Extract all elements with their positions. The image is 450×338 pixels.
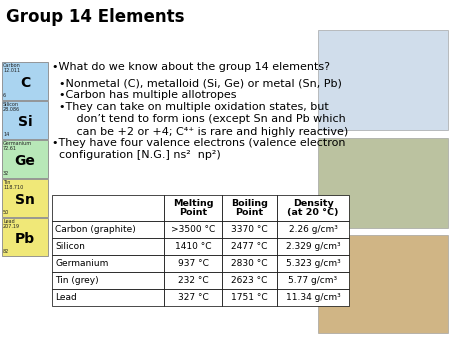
Text: Carbon: Carbon xyxy=(3,63,21,68)
Bar xyxy=(164,195,222,221)
Text: 2623 °C: 2623 °C xyxy=(231,276,268,285)
Bar xyxy=(164,255,222,272)
Text: 2.26 g/cm³: 2.26 g/cm³ xyxy=(288,225,338,234)
Text: 11.34 g/cm³: 11.34 g/cm³ xyxy=(286,293,340,302)
Text: 118.710: 118.710 xyxy=(3,185,23,190)
Text: Boiling
Point: Boiling Point xyxy=(231,199,268,217)
Text: Germanium: Germanium xyxy=(3,141,32,146)
Text: Silicon: Silicon xyxy=(55,242,85,251)
Bar xyxy=(318,235,448,333)
Bar xyxy=(318,30,448,130)
Text: >3500 °C: >3500 °C xyxy=(171,225,215,234)
Text: •Carbon has multiple allotropes: •Carbon has multiple allotropes xyxy=(52,90,237,100)
Bar xyxy=(2,140,48,178)
Text: 232 °C: 232 °C xyxy=(178,276,208,285)
Text: Carbon (graphite): Carbon (graphite) xyxy=(55,225,136,234)
Bar xyxy=(222,221,277,238)
Text: 2830 °C: 2830 °C xyxy=(231,259,268,268)
Bar xyxy=(52,255,164,272)
Bar xyxy=(277,221,349,238)
Bar xyxy=(52,272,164,289)
Bar xyxy=(277,255,349,272)
Bar xyxy=(164,221,222,238)
Text: •They have four valence electrons (valence electron
  configuration [N.G.] ns²  : •They have four valence electrons (valen… xyxy=(52,138,346,161)
Bar xyxy=(277,238,349,255)
Text: Ge: Ge xyxy=(14,154,36,168)
Bar xyxy=(222,272,277,289)
Text: 327 °C: 327 °C xyxy=(178,293,208,302)
Bar xyxy=(222,289,277,306)
Bar xyxy=(164,289,222,306)
Text: 5.77 g/cm³: 5.77 g/cm³ xyxy=(288,276,338,285)
Bar xyxy=(164,238,222,255)
Text: Density
(at 20 °C): Density (at 20 °C) xyxy=(287,199,339,217)
Text: 207.19: 207.19 xyxy=(3,224,20,229)
Text: 3370 °C: 3370 °C xyxy=(231,225,268,234)
Text: 1751 °C: 1751 °C xyxy=(231,293,268,302)
Bar xyxy=(2,62,48,100)
Text: 82: 82 xyxy=(3,249,9,254)
Bar xyxy=(318,138,448,228)
Bar xyxy=(222,195,277,221)
Bar xyxy=(52,289,164,306)
Bar xyxy=(2,218,48,256)
Text: 14: 14 xyxy=(3,132,9,137)
Text: Group 14 Elements: Group 14 Elements xyxy=(6,8,184,26)
Text: Silicon: Silicon xyxy=(3,102,19,107)
Text: 12.011: 12.011 xyxy=(3,68,20,73)
Text: 72.61: 72.61 xyxy=(3,146,17,151)
Text: Melting
Point: Melting Point xyxy=(173,199,213,217)
Bar xyxy=(277,289,349,306)
Bar xyxy=(222,238,277,255)
Text: C: C xyxy=(20,76,30,90)
Text: Lead: Lead xyxy=(3,219,15,224)
Text: 50: 50 xyxy=(3,210,9,215)
Bar xyxy=(52,221,164,238)
Text: Tin (grey): Tin (grey) xyxy=(55,276,99,285)
Bar xyxy=(52,238,164,255)
Bar xyxy=(2,179,48,217)
Text: 5.323 g/cm³: 5.323 g/cm³ xyxy=(286,259,340,268)
Text: Sn: Sn xyxy=(15,193,35,207)
Text: •What do we know about the group 14 elements?: •What do we know about the group 14 elem… xyxy=(52,62,330,72)
Bar xyxy=(277,272,349,289)
Text: 1410 °C: 1410 °C xyxy=(175,242,211,251)
Bar xyxy=(164,272,222,289)
Text: Germanium: Germanium xyxy=(55,259,108,268)
Text: Lead: Lead xyxy=(55,293,77,302)
Bar xyxy=(2,101,48,139)
Bar xyxy=(277,195,349,221)
Text: •Nonmetal (C), metalloid (Si, Ge) or metal (Sn, Pb): •Nonmetal (C), metalloid (Si, Ge) or met… xyxy=(52,78,342,88)
Text: 2.329 g/cm³: 2.329 g/cm³ xyxy=(286,242,340,251)
Text: 32: 32 xyxy=(3,171,9,176)
Text: 2477 °C: 2477 °C xyxy=(231,242,268,251)
Text: Si: Si xyxy=(18,115,32,129)
Text: Tin: Tin xyxy=(3,180,10,185)
Text: •They can take on multiple oxidation states, but
       don’t tend to form ions : •They can take on multiple oxidation sta… xyxy=(52,102,348,137)
Bar xyxy=(222,255,277,272)
Text: 937 °C: 937 °C xyxy=(178,259,208,268)
Bar xyxy=(52,195,164,221)
Text: 6: 6 xyxy=(3,93,6,98)
Text: Pb: Pb xyxy=(15,232,35,246)
Text: 28.086: 28.086 xyxy=(3,107,20,112)
